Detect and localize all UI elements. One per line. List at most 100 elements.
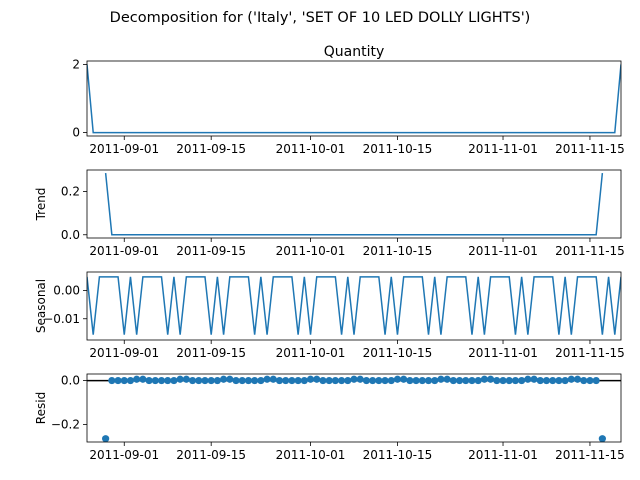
resid-axes-frame: [86, 373, 622, 443]
x-tick-label: 2011-11-01: [468, 244, 538, 258]
x-tick-label: 2011-09-15: [176, 346, 246, 360]
resid-point: [232, 376, 240, 385]
resid-point: [462, 376, 470, 385]
x-tick-label: 2011-10-15: [363, 346, 433, 360]
resid-y-axis-label: Resid: [34, 392, 48, 424]
resid-point: [511, 376, 520, 385]
resid-point: [493, 376, 501, 385]
x-tick-label: 2011-10-15: [363, 244, 433, 258]
resid-point: [331, 376, 339, 385]
resid-point: [555, 376, 563, 385]
x-tick-label: 2011-10-01: [276, 244, 346, 258]
panel-quantity: 0 2 2011-09-01 2011-09-15 2011-10-01 2011-10-…: [72, 44, 624, 156]
resid-point: [269, 375, 277, 383]
x-tick-label: 2011-10-15: [363, 142, 433, 156]
resid-point: [381, 376, 389, 385]
resid-point: [251, 376, 259, 385]
x-tick-label: 2011-09-01: [89, 346, 159, 360]
resid-point: [213, 376, 221, 385]
resid-point: [406, 376, 414, 385]
x-tick-label: 2011-09-15: [176, 448, 246, 462]
resid-point: [133, 375, 141, 383]
x-tick-label: 2011-11-15: [555, 346, 625, 360]
seasonal-y-axis-label: Seasonal: [34, 279, 48, 333]
resid-point: [126, 376, 135, 385]
resid-point: [294, 376, 302, 385]
resid-point: [244, 376, 253, 385]
resid-point: [375, 376, 383, 385]
x-tick-label: 2011-09-01: [89, 244, 159, 258]
resid-point: [549, 376, 557, 385]
figure-suptitle: Decomposition for ('Italy', 'SET OF 10 L…: [110, 10, 531, 26]
resid-point: [108, 376, 116, 385]
x-tick-label: 2011-09-15: [176, 244, 246, 258]
x-tick-label: 2011-11-15: [555, 244, 625, 258]
x-tick-label: 2011-10-15: [363, 448, 433, 462]
y-tick-label: 0.0: [61, 374, 80, 388]
x-tick-label: 2011-09-01: [89, 448, 159, 462]
resid-point: [455, 376, 464, 385]
x-tick-label: 2011-11-15: [555, 448, 625, 462]
y-tick-label: −0.2: [51, 417, 80, 431]
resid-point: [157, 376, 166, 385]
resid-point: [474, 376, 482, 385]
x-tick-label: 2011-10-01: [276, 346, 346, 360]
quantity-axes-frame: [86, 60, 622, 137]
resid-point: [530, 375, 538, 383]
resid-point: [586, 376, 594, 385]
panel-resid: 0.0 −0.2 2011-09-01 2011-09-15 2011-10-01 201…: [34, 374, 625, 462]
x-tick-label: 2011-11-15: [555, 142, 625, 156]
resid-point: [369, 376, 377, 385]
resid-point: [573, 375, 582, 383]
x-tick-label: 2011-11-01: [468, 142, 538, 156]
resid-point: [263, 375, 271, 383]
resid-point: [176, 375, 184, 383]
resid-point: [418, 376, 426, 385]
resid-point: [518, 376, 526, 385]
resid-point: [151, 376, 159, 385]
x-tick-label: 2011-11-01: [468, 448, 538, 462]
trend-series-line: [104, 172, 604, 236]
resid-point: [170, 376, 178, 385]
resid-point: [487, 375, 495, 383]
resid-point: [536, 376, 544, 385]
resid-point: [102, 435, 110, 442]
resid-point: [412, 376, 420, 385]
resid-point: [449, 376, 457, 385]
resid-point: [325, 376, 333, 385]
x-tick-label: 2011-10-01: [276, 448, 346, 462]
resid-point: [598, 435, 606, 442]
resid-point: [505, 376, 513, 385]
resid-point: [337, 376, 346, 385]
y-tick-label: 0.0: [61, 228, 80, 242]
resid-point: [387, 376, 395, 385]
resid-point: [226, 375, 234, 383]
resid-point: [350, 375, 358, 383]
resid-point: [164, 376, 172, 385]
resid-point: [424, 376, 433, 385]
panel-trend: 0.0 0.2 2011-09-01 2011-09-15 2011-10-01 2011…: [34, 169, 625, 258]
resid-point: [431, 376, 439, 385]
resid-point: [480, 375, 488, 383]
y-tick-label: 0: [72, 126, 80, 140]
y-tick-label: 0.2: [61, 185, 80, 199]
resid-point: [344, 376, 352, 385]
quantity-series-line: [87, 64, 621, 134]
resid-point: [592, 376, 600, 385]
resid-point: [542, 376, 551, 385]
y-tick-label: 2: [72, 57, 80, 71]
resid-point: [468, 376, 476, 385]
seasonal-axes-frame: [86, 271, 622, 341]
resid-point: [288, 376, 296, 385]
resid-point: [567, 375, 575, 383]
y-tick-label: 0.00: [53, 283, 80, 297]
resid-point: [145, 376, 153, 385]
resid-point: [499, 376, 507, 385]
trend-y-axis-label: Trend: [34, 188, 48, 222]
resid-point: [188, 376, 197, 385]
resid-point: [139, 375, 147, 383]
resid-point: [257, 376, 265, 385]
x-tick-label: 2011-09-01: [89, 142, 159, 156]
resid-point: [182, 375, 190, 383]
